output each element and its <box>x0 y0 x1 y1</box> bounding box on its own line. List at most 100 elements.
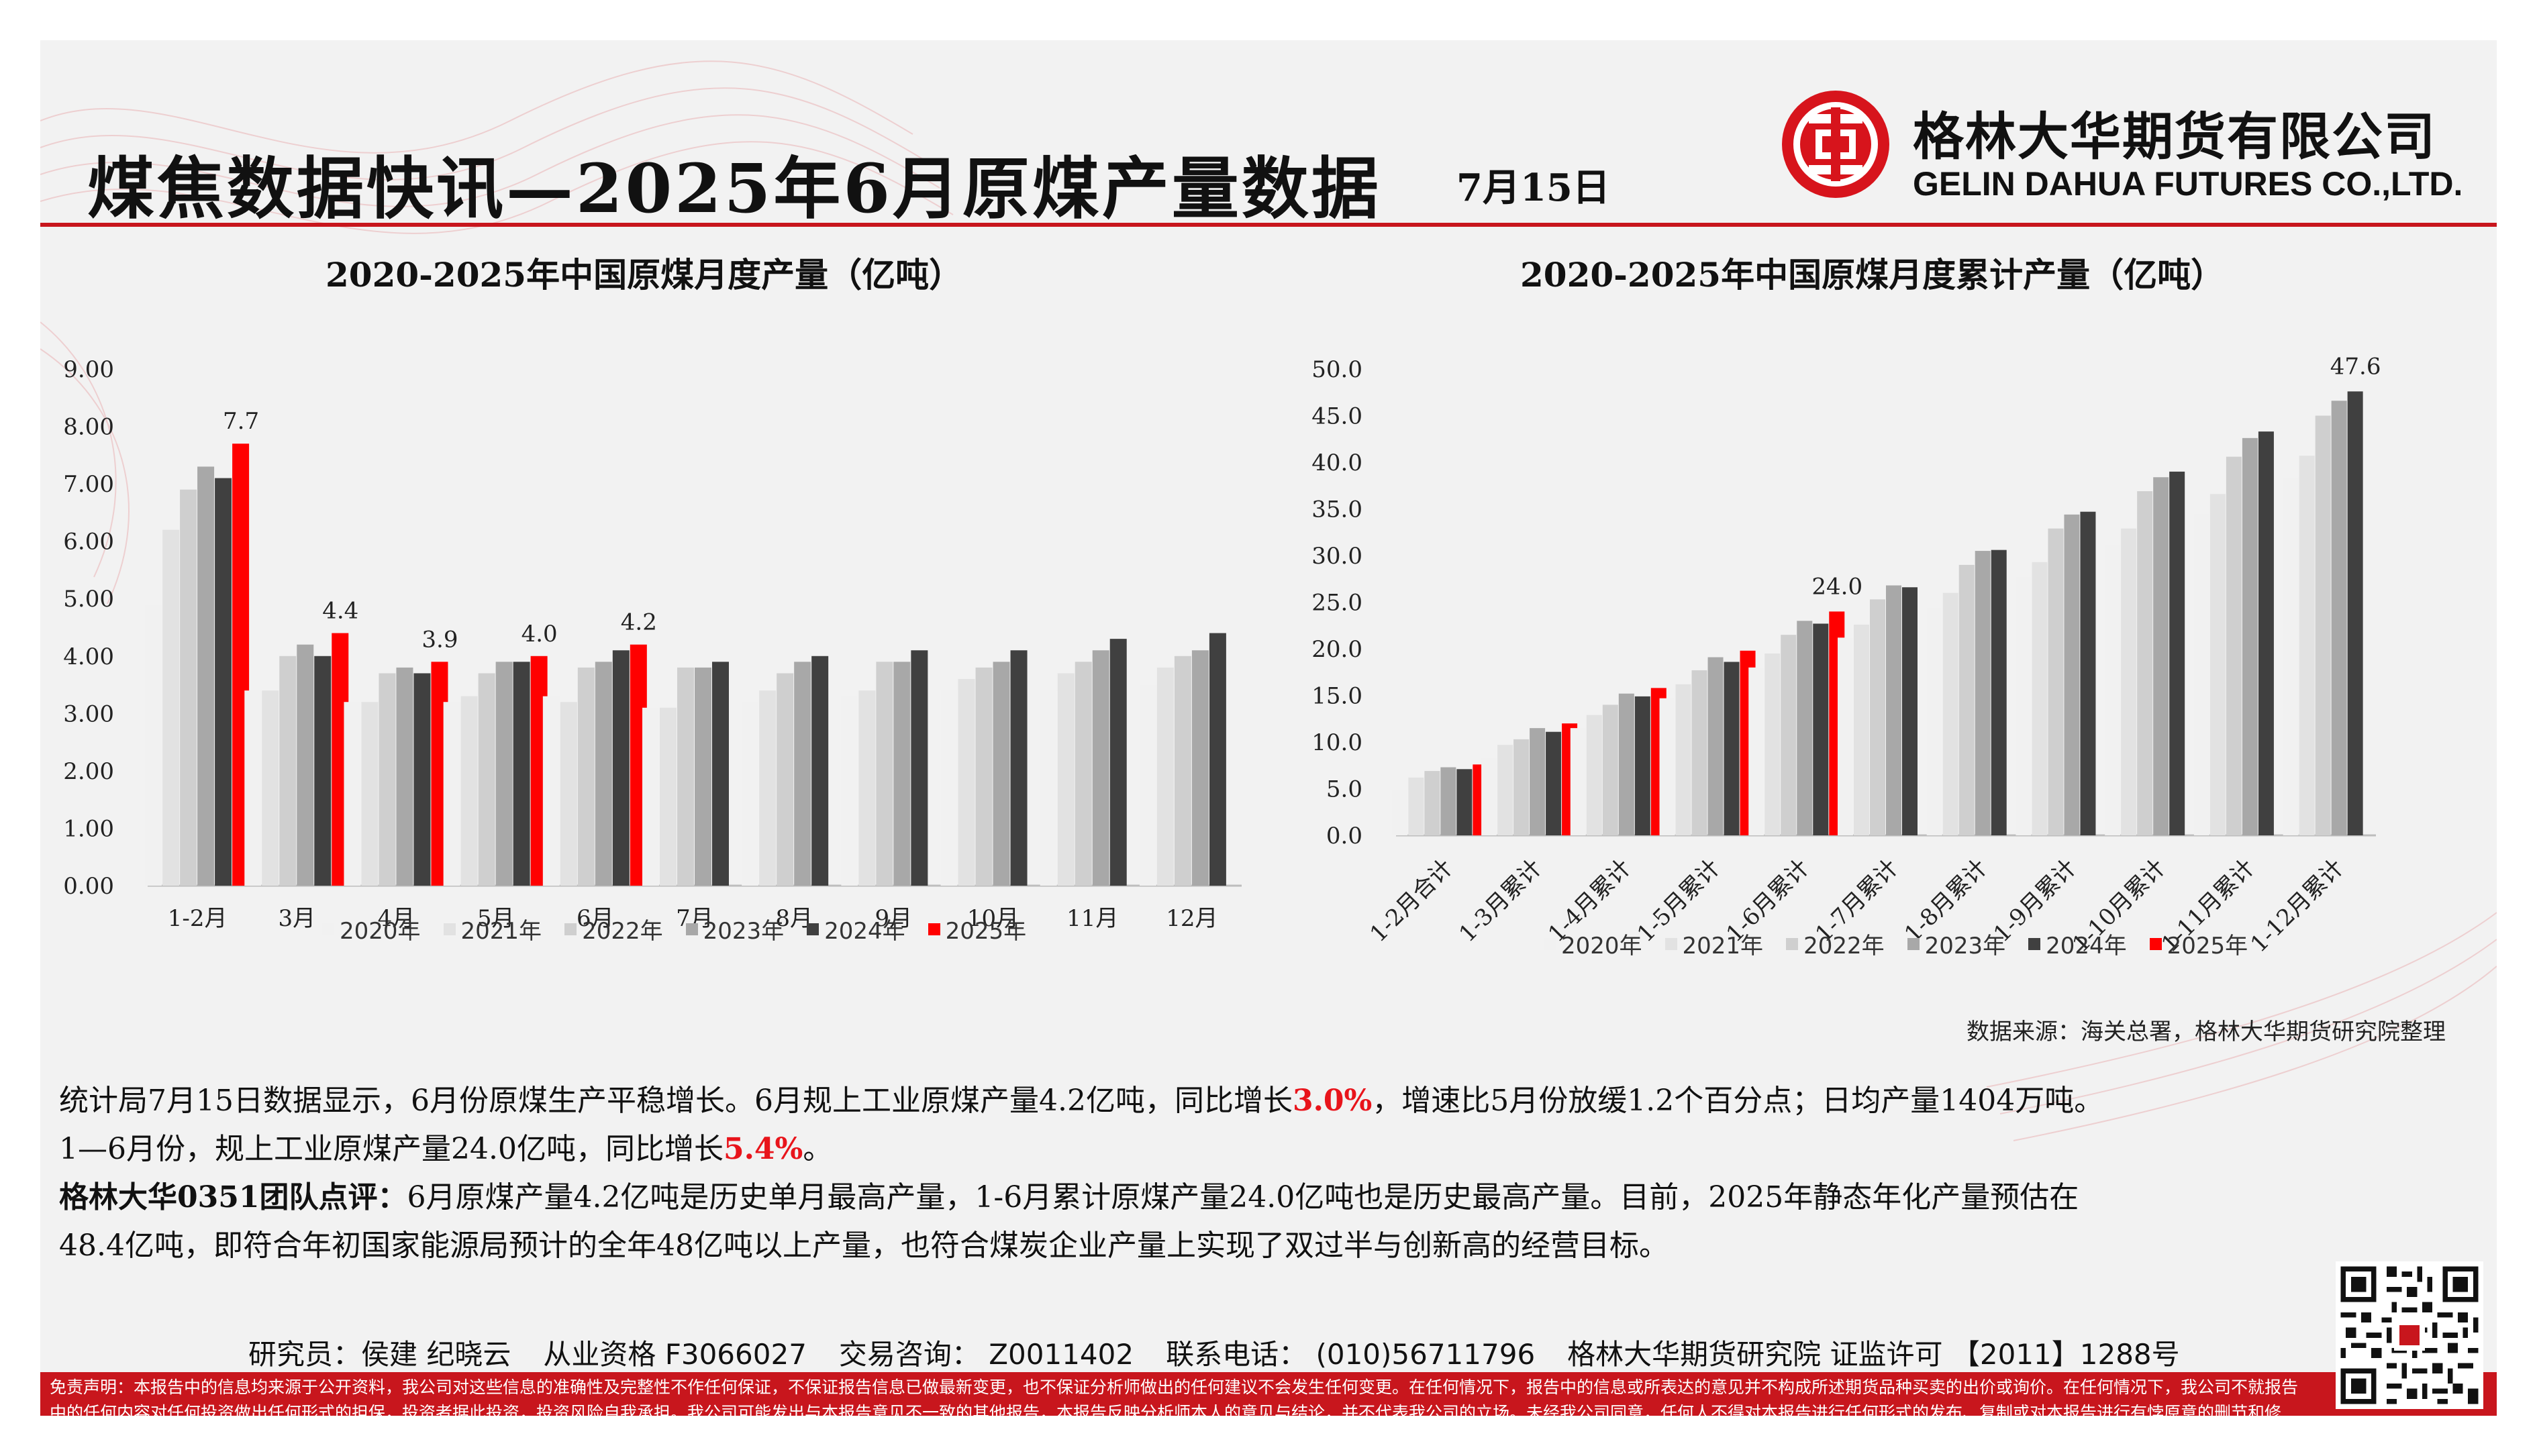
bar <box>759 690 777 886</box>
footer-info: 研究员：侯建 纪晓云 从业资格 F3066027 交易咨询： Z0011402 … <box>248 1332 2180 1373</box>
y-tick-label: 5.00 <box>63 586 114 613</box>
bar <box>1075 662 1092 886</box>
bar <box>460 696 478 886</box>
bar <box>712 662 729 886</box>
x-tick-label: 1-12月累计 <box>2246 854 2349 957</box>
disclaimer-text: 免责声明：本报告中的信息均来源于公开资料，我公司对这些信息的准确性及完整性不作任… <box>50 1377 2299 1416</box>
legend-item: 2023年 <box>1907 927 2006 960</box>
bar <box>1440 767 1456 835</box>
cumulative-production-chart: 0.0 5.0 10.0 15.0 20.0 25.0 30.0 35.0 40.0 45.0 50… <box>1311 353 2381 957</box>
x-tick-label: 9月 <box>875 905 913 932</box>
company-name-cn: 格林大华期货有限公司 <box>1913 107 2436 166</box>
bar <box>2016 576 2032 835</box>
legend-item: 2021年 <box>443 913 542 945</box>
bar <box>1174 656 1191 886</box>
x-tick-label: 12月 <box>1166 905 1217 932</box>
p2-highlight: 5.4% <box>723 1132 803 1166</box>
data-label: 47.6 <box>2330 353 2381 380</box>
legend-swatch <box>1907 937 1920 950</box>
x-tick-label: 4月 <box>378 905 415 932</box>
legend-label: 2023年 <box>703 918 785 945</box>
bar <box>361 702 379 886</box>
legend-swatch <box>2028 937 2041 950</box>
company-name-en: GELIN DAHUA FUTURES CO.,LTD. <box>1913 165 2463 203</box>
bar <box>642 707 659 886</box>
legend-label: 2021年 <box>1682 933 1764 959</box>
p3-text: 6月原煤产量4.2亿吨是历史单月最高产量，1-6月累计原煤产量24.0亿吨也是历… <box>407 1180 2079 1214</box>
bar <box>1764 653 1781 835</box>
legend-label: 2022年 <box>582 918 663 945</box>
bar <box>2242 437 2258 835</box>
bar <box>742 702 759 886</box>
bar <box>794 662 811 886</box>
x-tick-label: 11月 <box>1066 905 1118 932</box>
bar <box>1886 585 1901 835</box>
y-tick-label: 50.0 <box>1311 356 1362 383</box>
legend-label: 2025年 <box>945 918 1027 945</box>
legend-label: 2023年 <box>1924 933 2006 959</box>
y-tick-label: 3.00 <box>63 700 114 727</box>
legend-swatch <box>1786 937 1799 950</box>
x-tick-label: 5月 <box>477 905 515 932</box>
bar <box>2347 391 2363 835</box>
qualification: 从业资格 F3066027 <box>543 1338 807 1371</box>
bar <box>180 489 197 886</box>
bar <box>495 662 513 886</box>
bar <box>1408 777 1424 835</box>
legend-item: 2021年 <box>1664 927 1764 960</box>
legend-label: 2020年 <box>1561 933 1642 959</box>
bar <box>993 662 1010 886</box>
bar <box>2080 511 2096 835</box>
bar <box>2283 477 2299 835</box>
bar <box>244 690 262 886</box>
bar <box>2048 528 2064 835</box>
x-tick-label: 6月 <box>577 905 614 932</box>
bar <box>197 466 215 886</box>
bar <box>2064 514 2080 835</box>
p1-text-b: ，增速比5月份放缓1.2个百分点；日均产量1404万吨。 <box>1372 1084 2104 1118</box>
bar <box>1209 633 1226 886</box>
bar <box>1781 635 1797 835</box>
bar <box>1991 550 2007 835</box>
bar <box>1942 592 1958 835</box>
paragraph-1: 统计局7月15日数据显示，6月份原煤生产平稳增长。6月规上工业原煤产量4.2亿吨… <box>59 1077 2103 1125</box>
bar <box>595 662 612 886</box>
bar <box>1707 657 1724 835</box>
y-tick-label: 35.0 <box>1311 497 1362 523</box>
y-tick-label: 40.0 <box>1311 450 1362 476</box>
bar <box>162 529 180 886</box>
y-tick-label: 0.0 <box>1326 823 1362 849</box>
bar <box>478 673 495 886</box>
bar <box>777 673 794 886</box>
bar <box>1191 650 1209 886</box>
bar <box>1513 739 1530 835</box>
bar <box>542 696 560 886</box>
legend-swatch <box>1544 937 1556 950</box>
bar <box>2258 431 2274 835</box>
company-logo-icon <box>1782 91 1889 198</box>
bar <box>1926 607 1942 835</box>
y-tick-label: 2.00 <box>63 758 114 785</box>
chart-title-cumulative: 2020-2025年中国原煤月度累计产量（亿吨） <box>1520 255 2225 295</box>
data-label: 4.2 <box>621 609 657 636</box>
legend-swatch <box>1664 937 1677 950</box>
legend-monthly: 2020年 2021年 2022年 2023年 2024年 2025年 <box>322 913 1026 945</box>
researcher: 研究员：侯建 纪晓云 <box>248 1338 511 1371</box>
legend-swatch <box>928 923 940 935</box>
bar <box>560 702 577 886</box>
bar <box>1057 673 1075 886</box>
paragraph-4: 48.4亿吨，即符合年初国家能源局预计的全年48亿吨以上产量，也符合煤炭企业产量… <box>59 1229 1669 1263</box>
bar <box>279 656 297 886</box>
paragraph-3: 格林大华0351团队点评：6月原煤产量4.2亿吨是历史单月最高产量，1-6月累计… <box>59 1174 2079 1222</box>
bar <box>2315 415 2331 835</box>
contact-phone: 联系电话： (010)56711796 <box>1166 1338 1536 1371</box>
bar <box>2299 456 2315 835</box>
bar <box>1392 789 1408 835</box>
qr-code-icon <box>2336 1261 2483 1409</box>
bar <box>314 656 332 886</box>
bar <box>2169 471 2185 835</box>
x-tick-label: 1-3月累计 <box>1454 854 1547 947</box>
legend-swatch <box>2149 937 2162 950</box>
legend-swatch <box>564 923 577 935</box>
bar <box>811 656 829 886</box>
